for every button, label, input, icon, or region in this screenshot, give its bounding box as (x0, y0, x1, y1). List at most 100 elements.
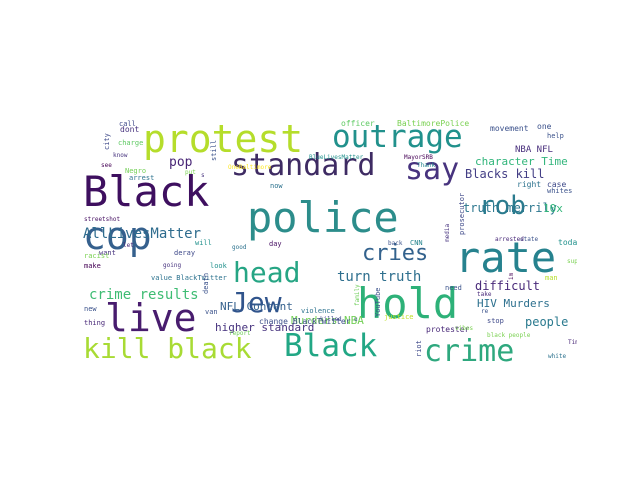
word: make (84, 262, 101, 270)
word: Murders NBA (291, 314, 364, 327)
word: going (163, 262, 182, 269)
word: higher standard (215, 321, 315, 334)
word: racist (84, 252, 110, 260)
word: protester (426, 325, 470, 334)
word: BaltimorePolice (397, 119, 470, 128)
word: Jew (231, 286, 282, 319)
word: crime results (89, 287, 199, 303)
word: call (119, 120, 136, 128)
word: Blacks kill (465, 167, 545, 181)
word: want (99, 249, 116, 257)
word: rate (455, 233, 557, 282)
word: state (520, 236, 539, 243)
word: police (247, 193, 399, 242)
word: HIV Murders (477, 297, 550, 310)
word: deray (174, 249, 196, 257)
word: new (84, 305, 97, 313)
word: see (101, 162, 112, 169)
word: protest (143, 117, 304, 161)
word: dont (120, 125, 140, 134)
word: justice (384, 313, 414, 321)
word: 10x (543, 202, 563, 215)
word: arrested (495, 236, 524, 243)
word: cop (83, 214, 152, 258)
word: violence (301, 307, 335, 315)
word: today (558, 238, 577, 247)
word: will (195, 239, 212, 247)
word: black people (487, 332, 531, 339)
word: value BlackTwitter (151, 274, 227, 282)
word: prosecutor (458, 192, 466, 235)
word: let (123, 242, 134, 249)
word: character Time (475, 155, 568, 168)
word: MayorSRB (404, 154, 433, 161)
word: say (405, 152, 460, 187)
word: day (269, 240, 282, 248)
word: head (233, 256, 301, 289)
word: streetshot (84, 216, 121, 223)
word: YouTube (374, 287, 382, 317)
word: know (113, 152, 128, 159)
word: outrage (332, 119, 463, 155)
word: kill black (83, 332, 252, 365)
word: rob (479, 191, 526, 221)
word: riot (415, 340, 423, 357)
word: help (547, 132, 564, 140)
word: pop (169, 155, 193, 170)
word: need (445, 284, 462, 292)
word: s (201, 172, 205, 179)
word: look (210, 262, 227, 270)
word: good (232, 244, 247, 251)
word: vibes (455, 325, 474, 332)
word: thing (84, 319, 106, 327)
word: NBA NFL (515, 145, 553, 155)
word: take (477, 291, 492, 298)
word: Black (284, 328, 378, 364)
word: still (210, 139, 218, 161)
word: truth merrily (463, 201, 557, 215)
word: people (525, 315, 569, 329)
word: u (354, 316, 358, 323)
word: movement (490, 124, 529, 133)
word: OneBaltimore (228, 164, 272, 171)
word: now (270, 182, 283, 190)
word: hold (357, 279, 459, 328)
word: one (537, 122, 552, 131)
word: report (229, 330, 251, 337)
word: whites 35x (547, 187, 577, 195)
word: difficult (475, 279, 541, 293)
word: BlueLivesMatter (309, 154, 364, 161)
word: officer (341, 119, 375, 128)
word: turn truth (337, 269, 422, 285)
word: arrest (129, 174, 155, 182)
word: Thank (417, 162, 436, 169)
word: Negro (125, 167, 147, 175)
word: cries (362, 241, 429, 266)
word: crime (424, 334, 515, 366)
word: case (547, 180, 567, 189)
word: city (103, 133, 111, 150)
word: standard (231, 148, 376, 183)
word: killed (320, 316, 342, 323)
word: van (205, 308, 218, 316)
word: NFL Content (220, 300, 293, 313)
word: family (354, 284, 361, 306)
word: media (444, 223, 451, 242)
word: re (481, 308, 489, 315)
word: live (105, 296, 197, 340)
word: back (388, 240, 403, 247)
word: im (508, 272, 515, 280)
word: CNN (410, 239, 423, 247)
word: right (517, 180, 542, 189)
word: man (545, 274, 558, 282)
word: AllLivesMatter (83, 226, 202, 242)
word: Black (83, 167, 210, 216)
word: white (548, 353, 567, 360)
word: stop (487, 317, 504, 325)
word-cloud: police Black hold rate protest cop live … (77, 113, 577, 365)
word: death (202, 272, 210, 294)
word: charge (118, 139, 144, 147)
word: support (567, 258, 577, 265)
word: put (185, 169, 196, 176)
word: change BlackTwitter (259, 317, 351, 326)
